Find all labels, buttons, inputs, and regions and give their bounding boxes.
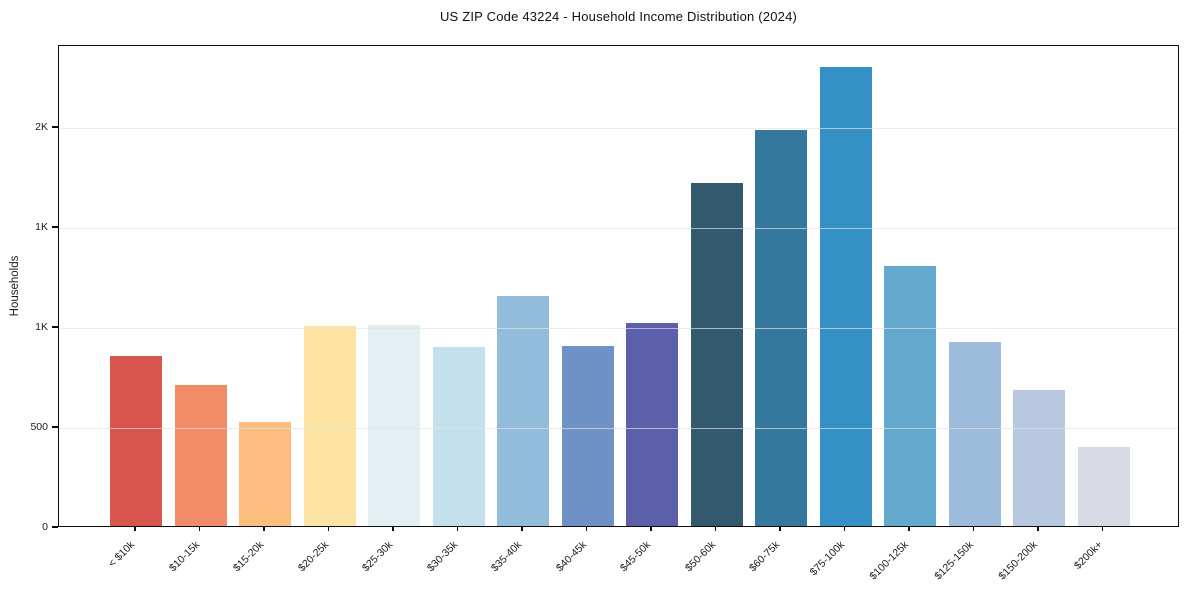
y-axis-label: Households <box>9 255 21 317</box>
x-tick-label: $40-45k <box>553 538 589 575</box>
x-tick-mark <box>843 527 846 531</box>
gridline-1K <box>59 227 1178 229</box>
chart-title: US ZIP Code 43224 - Household Income Dis… <box>439 9 798 24</box>
x-tick-label: $15-20k <box>230 538 267 575</box>
y-tick-label: 2K <box>35 121 48 133</box>
y-tick-label: 500 <box>30 421 48 433</box>
x-tick-mark <box>392 527 394 531</box>
y-tick-label: 0 <box>42 521 48 533</box>
x-tick-label: $200k+ <box>1071 538 1105 572</box>
x-tick-mark <box>714 527 717 531</box>
x-tick-label: < $10k <box>106 538 138 570</box>
y-tick-mark <box>52 326 58 328</box>
gridline-1K <box>59 327 1178 329</box>
x-tick-label: $50-60k <box>682 538 718 575</box>
bar-$150-200k <box>1013 390 1065 526</box>
plot-area <box>58 45 1179 527</box>
x-tick-label: $100-125k <box>867 538 912 583</box>
x-tick-label: $60-75k <box>746 538 783 575</box>
bar-$20-25k <box>303 326 356 526</box>
bar-$75-100k <box>819 67 872 526</box>
bar-$10-15k <box>174 385 227 526</box>
bar-$35-40k <box>497 296 549 526</box>
y-tick-label: 1K <box>35 321 48 333</box>
x-tick-label: $30-35k <box>424 538 460 575</box>
x-tick-mark <box>198 527 201 531</box>
x-tick-mark <box>521 527 523 531</box>
x-tick-mark <box>650 527 652 531</box>
x-tick-label: $125-150k <box>932 538 976 583</box>
y-tick-mark <box>52 126 58 128</box>
bar-$40-45k <box>561 346 614 526</box>
y-tick-mark <box>52 226 58 228</box>
x-tick-mark <box>263 527 265 531</box>
x-tick-mark <box>779 527 781 531</box>
bar-$15-20k <box>239 422 291 526</box>
y-tick-mark <box>52 526 58 528</box>
x-tick-mark <box>585 527 588 531</box>
x-tick-label: $150-200k <box>996 538 1041 583</box>
x-tick-label: $45-50k <box>617 538 654 575</box>
x-tick-mark <box>1037 527 1039 531</box>
bar-< $10k <box>110 356 162 526</box>
x-tick-mark <box>327 527 330 531</box>
x-tick-label: $10-15k <box>166 538 202 575</box>
x-tick-label: $20-25k <box>295 538 331 575</box>
x-tick-mark <box>456 527 459 531</box>
x-tick-mark <box>908 527 910 531</box>
x-tick-mark <box>972 527 975 531</box>
bar-$100-125k <box>884 266 936 526</box>
x-tick-label: $25-30k <box>359 538 396 575</box>
x-tick-mark <box>134 527 136 531</box>
bar-$25-30k <box>368 325 420 526</box>
y-tick-label: 1K <box>35 221 48 233</box>
bar-$45-50k <box>626 323 678 526</box>
gridline-500 <box>59 427 1178 429</box>
x-tick-label: $75-100k <box>807 538 847 579</box>
bar-$30-35k <box>432 347 485 526</box>
x-tick-mark <box>1101 527 1104 531</box>
bar-$200k+ <box>1077 447 1130 526</box>
bar-$125-150k <box>948 342 1001 526</box>
x-tick-label: $35-40k <box>488 538 525 575</box>
bar-$50-60k <box>690 183 743 526</box>
gridline-2K <box>59 127 1178 129</box>
y-tick-mark <box>52 426 58 428</box>
